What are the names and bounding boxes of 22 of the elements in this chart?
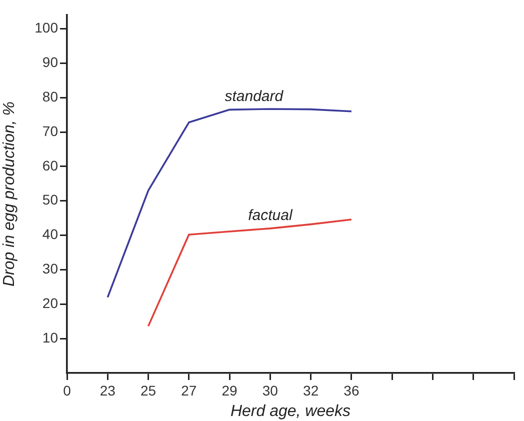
x-tick-label: 29 bbox=[222, 382, 238, 398]
y-tick-label: 10 bbox=[42, 329, 58, 346]
x-tick-label: 32 bbox=[303, 382, 319, 398]
y-tick-label: 30 bbox=[42, 260, 58, 277]
x-axis-title: Herd age, weeks bbox=[230, 402, 351, 420]
x-tick-label: 30 bbox=[262, 382, 278, 398]
y-axis-title: Drop in egg production, % bbox=[1, 102, 18, 286]
x-tick-label: 27 bbox=[181, 382, 197, 398]
x-tick-label: 25 bbox=[140, 382, 156, 398]
series-label: standard bbox=[224, 88, 284, 105]
y-tick-label: 60 bbox=[42, 157, 58, 174]
x-tick-label: 0 bbox=[63, 382, 72, 398]
series-label: factual bbox=[248, 207, 293, 224]
x-tick-label: 23 bbox=[100, 382, 116, 398]
y-tick-label: 80 bbox=[42, 88, 58, 104]
y-tick-label: 40 bbox=[42, 226, 58, 242]
x-tick-label: 36 bbox=[344, 382, 360, 398]
y-tick-label: 100 bbox=[34, 20, 58, 36]
y-tick-label: 70 bbox=[42, 122, 58, 139]
y-tick-label: 20 bbox=[42, 295, 58, 312]
y-tick-label: 90 bbox=[42, 54, 58, 70]
y-tick-label: 50 bbox=[42, 192, 58, 208]
